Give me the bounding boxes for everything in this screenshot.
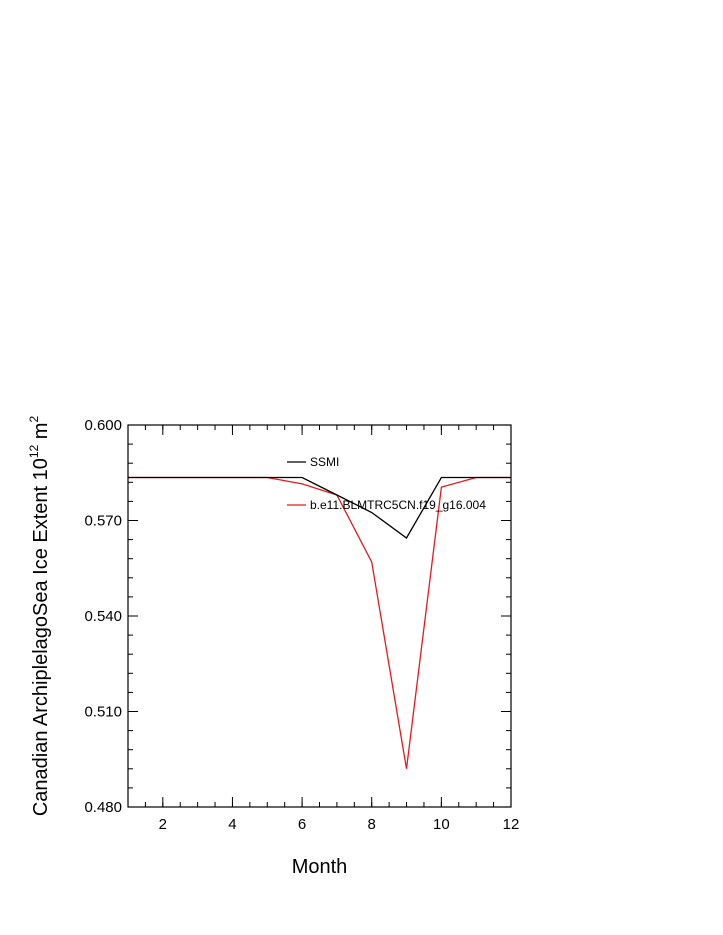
x-tick-label: 12 <box>503 816 520 833</box>
x-tick-label: 6 <box>298 816 306 833</box>
axis-ticks <box>127 424 512 808</box>
data-lines <box>128 476 511 769</box>
x-tick-label: 10 <box>433 816 450 833</box>
legend-label-model: b.e11.BLMTRC5CN.f19_g16.004 <box>310 498 486 512</box>
x-tick-labels: 2 4 6 8 10 12 <box>159 816 520 833</box>
y-tick-label: 0.510 <box>84 704 122 721</box>
legend-label-ssmi: SSMI <box>310 455 339 469</box>
y-tick-label: 0.570 <box>84 513 122 530</box>
series-line-ssmi <box>128 476 511 539</box>
y-axis-title-unit: m <box>30 423 52 445</box>
y-tick-labels: 0.480 0.510 0.540 0.570 0.600 <box>84 417 122 816</box>
y-axis-title: Canadian ArchiplelagoSea Ice Extent 1012… <box>27 416 52 817</box>
series-line-model <box>128 476 511 769</box>
legend: SSMI b.e11.BLMTRC5CN.f19_g16.004 <box>287 455 486 512</box>
y-tick-label: 0.540 <box>84 608 122 625</box>
x-tick-label: 4 <box>228 816 236 833</box>
x-tick-label: 2 <box>159 816 167 833</box>
x-tick-label: 8 <box>368 816 376 833</box>
y-tick-label: 0.480 <box>84 799 122 816</box>
x-axis-title: Month <box>292 856 348 878</box>
y-axis-title-main: Canadian ArchiplelagoSea Ice Extent 10 <box>30 458 52 816</box>
y-axis-title-unit-exponent: 2 <box>27 416 41 423</box>
plot-frame <box>127 424 512 808</box>
y-axis-title-exponent: 12 <box>27 444 41 458</box>
y-tick-label: 0.600 <box>84 417 122 434</box>
